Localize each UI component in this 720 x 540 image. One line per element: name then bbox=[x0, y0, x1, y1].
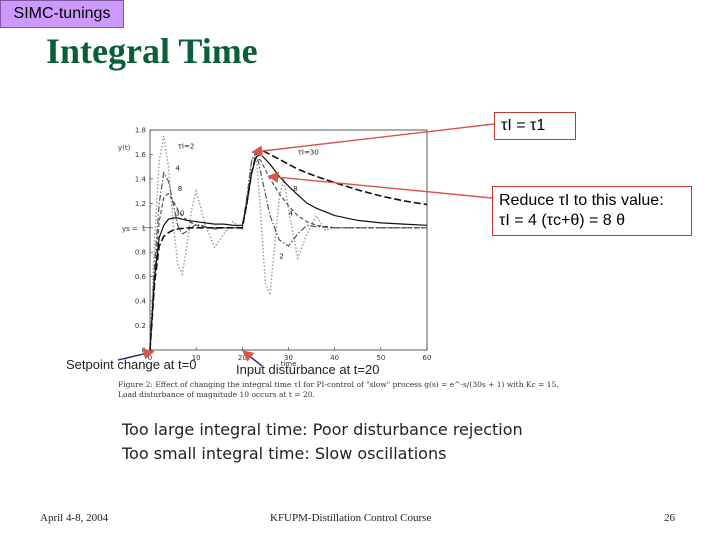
callout-reduce-tau-i: Reduce τI to this value: τI = 4 (τc+θ) =… bbox=[492, 186, 692, 236]
curve-label: 8 bbox=[293, 185, 297, 193]
figure-caption-line1: Figure 2: Effect of changing the integra… bbox=[118, 380, 559, 389]
slide-title: Integral Time bbox=[46, 31, 258, 71]
footer-course: KFUPM-Distillation Control Course bbox=[270, 512, 432, 524]
curve-label: 2 bbox=[279, 252, 283, 260]
callout-reduce-line1: Reduce τI to this value: bbox=[499, 192, 664, 209]
summary-line-large: Too large integral time: Poor disturbanc… bbox=[122, 420, 523, 439]
summary-text: Too large integral time: Poor disturbanc… bbox=[122, 418, 523, 466]
y-axis-label: y(t) bbox=[118, 144, 131, 152]
series-line-1 bbox=[149, 150, 427, 351]
curve-label: 4 bbox=[175, 164, 180, 172]
figure-caption-line2: Load disturbance of magnitude 10 occurs … bbox=[118, 390, 315, 399]
curve-label: 8 bbox=[178, 185, 182, 193]
y-tick-label: 1 bbox=[142, 224, 146, 232]
x-tick-label: 60 bbox=[423, 354, 432, 362]
x-tick-label: 30 bbox=[284, 354, 293, 362]
y-tick-label: 0.6 bbox=[135, 273, 147, 281]
footer-page-number: 26 bbox=[664, 512, 675, 524]
ys-label: ys = bbox=[122, 225, 138, 233]
section-tag: SIMC-tunings bbox=[0, 0, 124, 28]
arrow-to-tau-8-curve bbox=[267, 171, 493, 199]
footer-date: April 4-8, 2004 bbox=[40, 512, 109, 524]
y-tick-label: 0.8 bbox=[135, 249, 146, 257]
curve-label: 30 bbox=[175, 210, 184, 218]
y-tick-label: 1.6 bbox=[135, 151, 147, 159]
series-line-0 bbox=[149, 135, 427, 351]
x-tick-label: 10 bbox=[192, 354, 201, 362]
curve-label: τI=2 bbox=[178, 142, 195, 150]
arrow-setpoint bbox=[117, 348, 155, 361]
note-input-disturbance: Input disturbance at t=20 bbox=[236, 362, 380, 377]
y-tick-label: 1.4 bbox=[135, 175, 147, 183]
summary-line-small: Too small integral time: Slow oscillatio… bbox=[122, 444, 447, 463]
y-tick-label: 0.2 bbox=[135, 322, 146, 330]
x-tick-label: 50 bbox=[376, 354, 385, 362]
plot-frame bbox=[149, 129, 428, 351]
arrow-to-tau-30-curve bbox=[251, 123, 495, 157]
x-axis-label: time bbox=[281, 360, 297, 368]
figure-caption: Figure 2: Effect of changing the integra… bbox=[118, 380, 559, 400]
y-tick-label: 1.8 bbox=[135, 127, 146, 135]
callout-reduce-line2: τI = 4 (τc+θ) = 8 θ bbox=[499, 212, 626, 229]
curve-label: τI=30 bbox=[298, 148, 319, 156]
note-setpoint-change: Setpoint change at t=0 bbox=[66, 357, 197, 372]
arrow-disturbance bbox=[242, 350, 263, 367]
x-tick-label: 20 bbox=[238, 354, 247, 362]
curve-label: 4 bbox=[289, 210, 294, 218]
series-line-4 bbox=[149, 148, 428, 351]
y-tick-label: 1.2 bbox=[135, 200, 146, 208]
x-tick-label: 40 bbox=[330, 354, 339, 362]
callout-tau-i-equals-tau-1: τI = τ1 bbox=[494, 112, 576, 140]
y-tick-label: 0.4 bbox=[135, 298, 147, 306]
series-line-3 bbox=[149, 153, 428, 351]
